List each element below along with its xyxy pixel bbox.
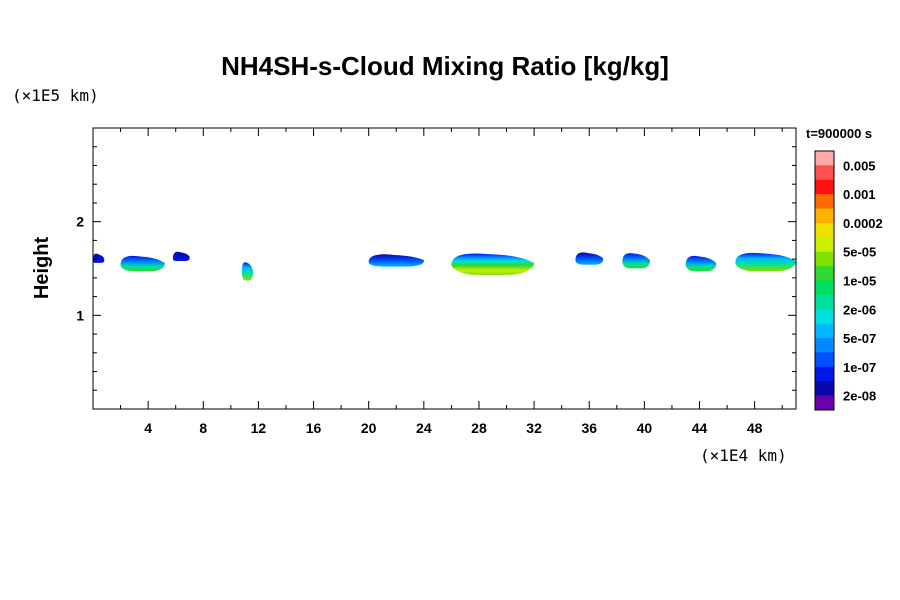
x-tick-label: 44 xyxy=(692,420,708,436)
cloud-blob-3 xyxy=(241,262,254,281)
colorbar-swatch xyxy=(815,323,834,339)
colorbar-frame xyxy=(814,150,835,411)
cloud-blob-8 xyxy=(685,255,717,272)
colorbar-label: 2e-06 xyxy=(843,302,876,317)
colorbar-label: 0.001 xyxy=(843,187,876,202)
colorbar: 0.005 0.001 0.0002 5e-05 1e-05 2e-06 5e-07 1e-0… xyxy=(814,150,883,411)
colorbar-swatch xyxy=(815,381,834,396)
y-unit-label: (×1E5 km) xyxy=(12,86,99,105)
colorbar-swatch xyxy=(815,280,834,296)
colorbar-label: 0.005 xyxy=(843,158,876,173)
x-tick-label: 8 xyxy=(199,420,207,436)
x-tick-label: 16 xyxy=(306,420,322,436)
x-tick-label: 28 xyxy=(471,420,487,436)
colorbar-label: 1e-07 xyxy=(843,360,876,375)
y-tick-label: 2 xyxy=(76,214,84,230)
y-axis: 12 xyxy=(76,146,796,391)
plot-frame xyxy=(92,127,797,410)
colorbar-label: 2e-08 xyxy=(843,389,876,404)
cloud-blob-1 xyxy=(120,255,165,272)
x-axis: 4 8 12 16 20 24 28 32 36 40 44 48 xyxy=(120,128,783,436)
x-tick-label: 36 xyxy=(581,420,597,436)
colorbar-label: 5e-05 xyxy=(843,245,876,260)
cloud-blob-4 xyxy=(368,254,424,267)
colorbar-label: 5e-07 xyxy=(843,331,876,346)
colorbar-swatch xyxy=(815,251,834,267)
colorbar-swatch xyxy=(815,222,834,238)
colorbar-swatch xyxy=(815,309,834,324)
x-unit-label: (×1E4 km) xyxy=(700,446,787,465)
colorbar-swatch xyxy=(815,352,834,368)
cloud-blob-0 xyxy=(93,253,105,263)
cloud-blob-5 xyxy=(451,253,535,275)
time-label: t=900000 s xyxy=(806,126,872,141)
colorbar-swatch xyxy=(815,366,834,382)
chart-title: NH4SH-s-Cloud Mixing Ratio [kg/kg] xyxy=(221,51,669,81)
cloud-blob-6 xyxy=(575,252,604,265)
x-tick-label: 20 xyxy=(361,420,377,436)
cloud-blob-9 xyxy=(735,252,796,272)
x-tick-label: 48 xyxy=(747,420,763,436)
colorbar-swatch xyxy=(815,266,834,281)
colorbar-swatch xyxy=(815,208,834,224)
y-tick-label: 1 xyxy=(76,307,84,323)
colorbar-swatch xyxy=(815,294,834,310)
x-tick-label: 4 xyxy=(144,420,152,436)
colorbar-swatch xyxy=(815,338,834,353)
colorbar-swatch xyxy=(815,194,834,209)
x-tick-label: 32 xyxy=(526,420,542,436)
cloud-blob-2 xyxy=(172,251,190,262)
x-tick-label: 24 xyxy=(416,420,432,436)
colorbar-swatch xyxy=(815,151,834,166)
cloud-field xyxy=(93,251,796,281)
colorbar-swatch xyxy=(815,179,834,195)
colorbar-label: 1e-05 xyxy=(843,274,876,289)
colorbar-swatch xyxy=(815,237,834,253)
colorbar-swatch xyxy=(815,395,834,411)
colorbar-swatch xyxy=(815,165,834,181)
x-tick-label: 40 xyxy=(637,420,653,436)
y-axis-label: Height xyxy=(31,237,53,300)
colorbar-label: 0.0002 xyxy=(843,216,883,231)
cloud-blob-7 xyxy=(622,253,651,269)
x-tick-label: 12 xyxy=(251,420,267,436)
